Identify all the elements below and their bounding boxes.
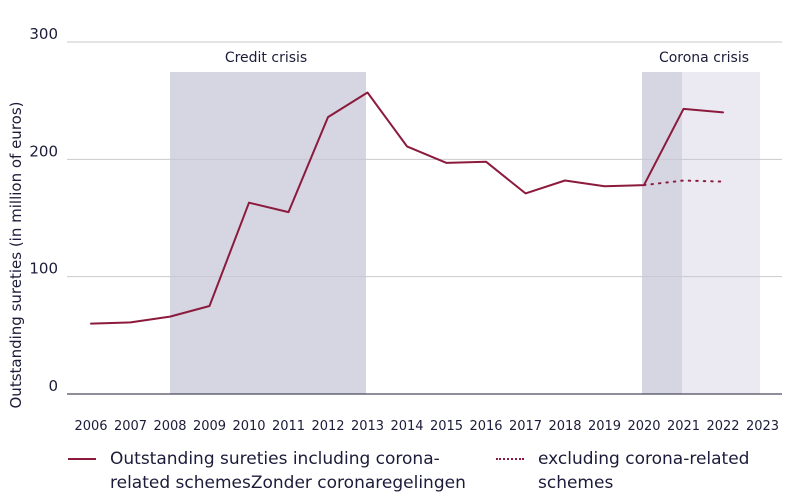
point-0-2011	[288, 211, 290, 213]
x-tick-2012: 2012	[311, 419, 344, 434]
x-tick-2021: 2021	[667, 419, 700, 434]
point-1-2021	[683, 179, 685, 181]
point-0-2009	[209, 305, 211, 307]
point-1-2022	[722, 181, 724, 183]
point-0-2008	[169, 316, 171, 318]
point-0-2017	[525, 192, 527, 194]
point-0-2012	[327, 116, 329, 118]
x-tick-2014: 2014	[390, 419, 423, 434]
x-tick-2016: 2016	[469, 419, 502, 434]
y-tick-0: 0	[48, 377, 58, 395]
series-line-0	[90, 91, 724, 325]
y-tick-200: 200	[29, 142, 58, 160]
x-tick-2006: 2006	[74, 419, 107, 434]
period-annotations: Credit crisis Corona crisis	[225, 50, 749, 66]
x-tick-2023: 2023	[746, 419, 779, 434]
point-0-2014	[406, 145, 408, 147]
shaded-periods	[170, 72, 760, 394]
point-0-2019	[604, 185, 606, 187]
x-tick-2009: 2009	[193, 419, 226, 434]
shaded-period-0	[170, 72, 366, 394]
gridlines	[67, 41, 782, 395]
x-tick-2015: 2015	[430, 419, 463, 434]
period-label-2: Corona crisis	[659, 50, 749, 66]
point-0-2013	[367, 91, 369, 93]
x-tick-2019: 2019	[588, 419, 621, 434]
y-axis-label: Outstanding sureties (in million of euro…	[7, 102, 25, 409]
y-tick-300: 300	[29, 25, 58, 43]
shaded-period-1	[642, 72, 682, 394]
x-tick-2011: 2011	[272, 419, 305, 434]
point-0-2007	[130, 321, 132, 323]
point-0-2015	[446, 162, 448, 164]
legend-swatch-dotted	[496, 458, 524, 460]
x-tick-labels: 2006 2007 2008 2009 2010 2011 2012 2013 2014 2015…	[74, 419, 779, 434]
series-lines	[90, 91, 724, 325]
x-tick-2008: 2008	[153, 419, 186, 434]
point-0-2006	[90, 323, 92, 325]
x-tick-2020: 2020	[627, 419, 660, 434]
series-line-1	[643, 179, 724, 187]
point-0-2016	[485, 161, 487, 163]
x-tick-2022: 2022	[706, 419, 739, 434]
point-0-2022	[722, 111, 724, 113]
x-tick-2007: 2007	[114, 419, 147, 434]
point-1-2020	[643, 184, 645, 186]
y-tick-labels: 0 100 200 300	[29, 25, 58, 395]
shaded-period-2	[682, 72, 760, 394]
legend-swatch-solid	[68, 458, 96, 460]
point-0-2021	[683, 108, 685, 110]
x-tick-2017: 2017	[509, 419, 542, 434]
y-tick-100: 100	[29, 260, 58, 278]
x-tick-2018: 2018	[548, 419, 581, 434]
point-0-2018	[564, 179, 566, 181]
legend-label-dotted: excluding corona-related schemes	[538, 449, 750, 493]
legend-label-solid: Outstanding sureties including corona-re…	[110, 449, 466, 493]
point-0-2010	[248, 202, 250, 204]
period-label-0: Credit crisis	[225, 50, 307, 66]
x-tick-2010: 2010	[232, 419, 265, 434]
x-tick-2013: 2013	[351, 419, 384, 434]
